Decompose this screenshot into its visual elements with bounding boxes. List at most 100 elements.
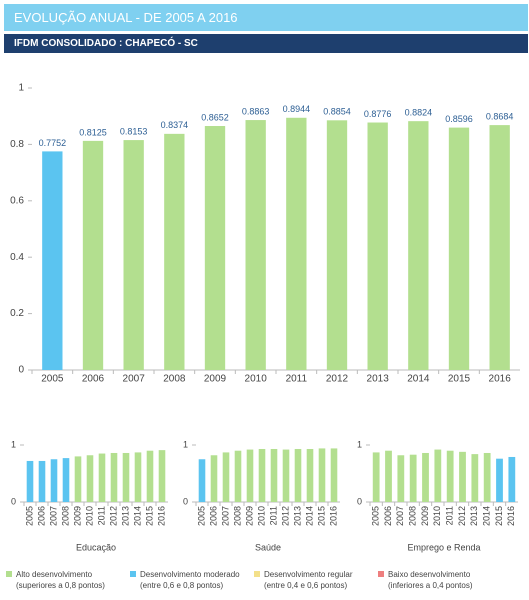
x-tick-label: 2016 xyxy=(506,506,516,526)
x-tick-label: 2007 xyxy=(220,506,230,526)
bar xyxy=(397,455,405,502)
x-tick-label: 2016 xyxy=(328,506,338,526)
value-label: 0.8776 xyxy=(364,109,392,119)
x-tick-label: 2012 xyxy=(108,506,118,526)
x-tick-label: 2015 xyxy=(144,506,154,526)
x-tick-label: 2014 xyxy=(482,506,492,526)
legend-label: Desenvolvimento moderado xyxy=(140,570,240,579)
x-tick-label: 2007 xyxy=(395,506,405,526)
y-tick-label: 0.2 xyxy=(10,308,24,319)
bar xyxy=(372,452,380,502)
bar xyxy=(134,452,142,502)
bar xyxy=(330,448,338,502)
bar xyxy=(409,454,417,502)
x-tick-label: 2015 xyxy=(494,506,504,526)
x-tick-label: 2013 xyxy=(120,506,130,526)
x-tick-label: 2006 xyxy=(36,506,46,526)
bar xyxy=(198,459,206,502)
bar xyxy=(294,448,302,502)
legend-label: Desenvolvimento regular xyxy=(264,570,353,579)
x-tick-label: 2012 xyxy=(280,506,290,526)
value-label: 0.8824 xyxy=(405,108,433,118)
x-axis-label: Educação xyxy=(76,542,116,552)
bar xyxy=(385,450,392,502)
y-tick-label: 0 xyxy=(18,365,24,376)
bar xyxy=(459,451,466,502)
y-tick-label: 1 xyxy=(183,439,188,449)
legend-note: (inferiores a 0,4 pontos) xyxy=(388,581,473,590)
value-label: 0.8863 xyxy=(242,106,270,116)
x-tick-label: 2007 xyxy=(123,374,146,385)
bar xyxy=(210,455,218,502)
x-tick-label: 2010 xyxy=(245,374,268,385)
y-tick-label: 0.6 xyxy=(10,195,24,206)
bar xyxy=(489,125,510,370)
x-tick-label: 2014 xyxy=(407,374,430,385)
x-tick-label: 2006 xyxy=(383,506,393,526)
legend-swatch xyxy=(254,571,260,577)
bar xyxy=(234,450,242,502)
bar xyxy=(434,449,442,502)
x-tick-label: 2013 xyxy=(292,506,302,526)
legend-label: Alto desenvolvimento xyxy=(16,570,93,579)
x-tick-label: 2011 xyxy=(286,374,308,385)
bar xyxy=(204,126,226,370)
bar xyxy=(448,127,470,370)
bar xyxy=(286,117,307,370)
bar xyxy=(86,455,94,502)
x-tick-label: 2008 xyxy=(163,374,186,385)
bar xyxy=(42,151,63,370)
bar xyxy=(282,449,290,502)
x-tick-label: 2013 xyxy=(469,506,479,526)
legend-note: (entre 0,4 e 0,6 pontos) xyxy=(264,581,348,590)
x-tick-label: 2007 xyxy=(48,506,58,526)
y-tick-label: 0.8 xyxy=(10,139,24,150)
x-tick-label: 2010 xyxy=(432,506,442,526)
value-label: 0.8684 xyxy=(486,111,514,121)
bar xyxy=(483,452,491,502)
value-label: 0.8153 xyxy=(120,126,148,136)
x-tick-label: 2016 xyxy=(156,506,166,526)
y-tick-label: 1 xyxy=(357,439,362,449)
x-tick-label: 2013 xyxy=(367,374,390,385)
y-tick-label: 0 xyxy=(183,496,188,506)
legend-swatch xyxy=(378,571,384,577)
bar xyxy=(246,449,254,502)
value-label: 0.8944 xyxy=(283,104,311,114)
value-label: 0.7752 xyxy=(39,138,67,148)
value-label: 0.8854 xyxy=(323,107,351,117)
bar xyxy=(306,448,314,502)
bar xyxy=(446,450,454,502)
x-tick-label: 2009 xyxy=(420,506,430,526)
bar xyxy=(26,460,34,502)
bar xyxy=(74,456,82,502)
x-tick-label: 2011 xyxy=(268,506,278,525)
legend-note: (entre 0,6 e 0,8 pontos) xyxy=(140,581,224,590)
bar xyxy=(38,460,46,502)
x-tick-label: 2012 xyxy=(326,374,349,385)
header-title: EVOLUÇÃO ANUAL - DE 2005 A 2016 xyxy=(4,4,528,31)
x-tick-label: 2009 xyxy=(244,506,254,526)
value-label: 0.8652 xyxy=(201,112,229,122)
bar xyxy=(146,450,154,502)
y-tick-label: 1 xyxy=(18,83,24,94)
bar xyxy=(508,456,516,502)
bar xyxy=(110,452,118,502)
x-tick-label: 2006 xyxy=(208,506,218,526)
header-subtitle: IFDM CONSOLIDADO : CHAPECÓ - SC xyxy=(4,34,528,53)
y-tick-label: 1 xyxy=(11,439,16,449)
bar xyxy=(222,452,230,502)
bar xyxy=(422,452,429,502)
x-tick-label: 2008 xyxy=(60,506,70,526)
bar xyxy=(245,120,266,370)
value-label: 0.8374 xyxy=(161,120,189,130)
value-label: 0.8125 xyxy=(79,127,107,137)
legend-label: Baixo desenvolvimento xyxy=(388,570,471,579)
x-tick-label: 2012 xyxy=(457,506,467,526)
x-tick-label: 2009 xyxy=(204,374,227,385)
bar xyxy=(408,121,429,370)
bar xyxy=(164,133,185,370)
bar xyxy=(471,454,479,502)
